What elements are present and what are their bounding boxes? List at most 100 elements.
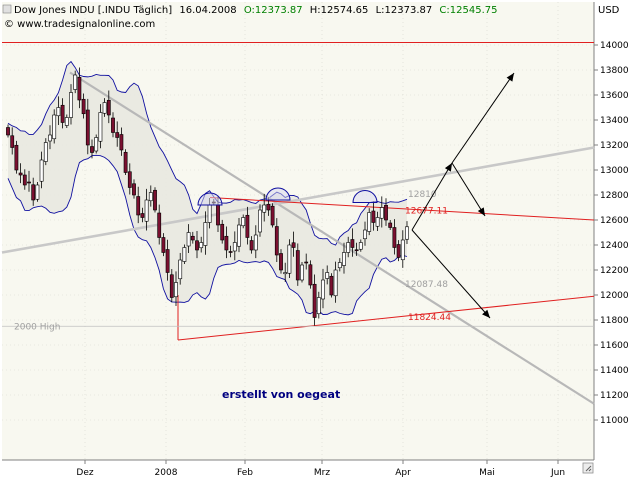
header-toggle-icon[interactable] xyxy=(2,4,12,14)
projection-arrowhead xyxy=(482,309,490,318)
level-label: 12677.11 xyxy=(405,206,448,216)
candle-body xyxy=(115,132,120,138)
candle-body xyxy=(165,249,170,273)
time-tick-label: 2008 xyxy=(155,468,178,478)
candle-body xyxy=(144,199,149,222)
candle-body xyxy=(43,142,48,162)
symbol-label: Dow Jones INDU [.INDU Täglich] xyxy=(14,5,172,16)
price-tick-label: 13600 xyxy=(600,91,629,101)
candle-body xyxy=(220,223,225,241)
candle-body xyxy=(48,134,52,142)
candle-body xyxy=(178,259,183,280)
candle-body xyxy=(367,212,372,232)
downtrend-line xyxy=(69,71,595,405)
candle-body xyxy=(316,297,321,315)
candle-body xyxy=(207,204,212,223)
candle-body xyxy=(123,151,128,173)
candle-body xyxy=(388,222,393,228)
level-label: 11824.44 xyxy=(408,313,451,323)
candle-body xyxy=(73,74,78,90)
candle-body xyxy=(392,227,397,248)
candle-body xyxy=(174,282,178,298)
projection-arrowhead xyxy=(506,73,514,82)
projection-arrow xyxy=(451,72,515,164)
candle-body xyxy=(148,192,153,202)
candle-body xyxy=(60,104,65,123)
price-tick-label: 13800 xyxy=(600,66,629,76)
support-trendline xyxy=(177,295,595,341)
candle-body xyxy=(14,144,19,171)
candle-body xyxy=(27,181,31,184)
time-tick-label: Mrz xyxy=(314,468,330,478)
time-axis-labels: Dez 2008 Feb Mrz Apr Mai Jun xyxy=(76,460,565,478)
candle-body xyxy=(132,183,136,196)
level-label: 2000 High xyxy=(14,322,60,332)
open-value: O:12373.87 xyxy=(244,5,303,16)
price-tick-label: 11600 xyxy=(600,341,629,351)
candle-body xyxy=(64,117,69,126)
candle-body xyxy=(52,114,57,140)
watermark-text: © www.tradesignalonline.com xyxy=(4,19,155,30)
candle-body xyxy=(232,242,237,252)
candle-body xyxy=(384,204,388,221)
candle-body xyxy=(363,229,367,240)
candle-body xyxy=(308,264,313,286)
candle-body xyxy=(119,134,124,151)
candle-body xyxy=(375,217,380,227)
candle-body xyxy=(287,244,292,274)
level-label: 12087.48 xyxy=(405,280,448,290)
price-tick-label: 11400 xyxy=(600,366,629,376)
candle-body xyxy=(199,242,204,249)
time-tick-label: Feb xyxy=(237,468,253,478)
price-tick-label: 13200 xyxy=(600,141,629,151)
candle-body xyxy=(279,253,283,271)
projection-arrowhead xyxy=(477,207,485,216)
candle-body xyxy=(358,242,363,250)
candle-body xyxy=(405,226,409,240)
price-tick-label: 13000 xyxy=(600,166,629,176)
candle-body xyxy=(325,272,330,279)
price-tick-label: 12800 xyxy=(600,191,629,201)
author-annotation: erstellt von oegeat xyxy=(222,388,340,401)
candle-body xyxy=(90,146,94,153)
candle-body xyxy=(249,240,254,251)
candle-body xyxy=(56,107,61,117)
price-tick-label: 12200 xyxy=(600,266,629,276)
projection-arrow xyxy=(451,162,486,217)
candle-body xyxy=(337,262,342,269)
candle-body xyxy=(6,127,10,136)
time-tick-label: Apr xyxy=(395,468,411,478)
candle-body xyxy=(39,159,44,182)
candle-body xyxy=(371,210,376,223)
price-tick-label: 13400 xyxy=(600,116,629,126)
date-label: 16.04.2008 xyxy=(179,5,236,16)
candle-body xyxy=(102,102,107,114)
candle-body xyxy=(329,275,334,296)
candle-body xyxy=(262,204,267,213)
header-line: Dow Jones INDU [.INDU Täglich] 16.04.200… xyxy=(14,5,498,16)
candle-body xyxy=(270,205,275,226)
resize-grip-icon[interactable] xyxy=(582,462,594,474)
candle-body xyxy=(258,209,262,233)
candle-body xyxy=(350,239,355,248)
candle-body xyxy=(224,235,229,251)
price-tick-label: 11800 xyxy=(600,316,629,326)
currency-label: USD xyxy=(598,5,620,16)
candle-body xyxy=(106,99,111,116)
candle-body xyxy=(304,261,309,264)
candle-body xyxy=(31,184,36,201)
candle-body xyxy=(253,234,258,251)
candle-body xyxy=(35,184,40,200)
price-axis-labels: 11000 11200 11400 11600 11800 12000 12200 12400… xyxy=(594,41,629,426)
candle-body xyxy=(237,224,241,247)
price-tick-label: 14000 xyxy=(600,41,629,51)
time-tick-label: Mai xyxy=(479,468,495,478)
projection-arrow xyxy=(411,229,491,319)
level-label: 12810 xyxy=(408,190,437,200)
bollinger-upper xyxy=(7,60,408,246)
trend-lines xyxy=(1,42,595,405)
candle-body xyxy=(190,235,195,241)
rising-channel-line xyxy=(1,146,595,254)
candle-body xyxy=(354,249,359,252)
